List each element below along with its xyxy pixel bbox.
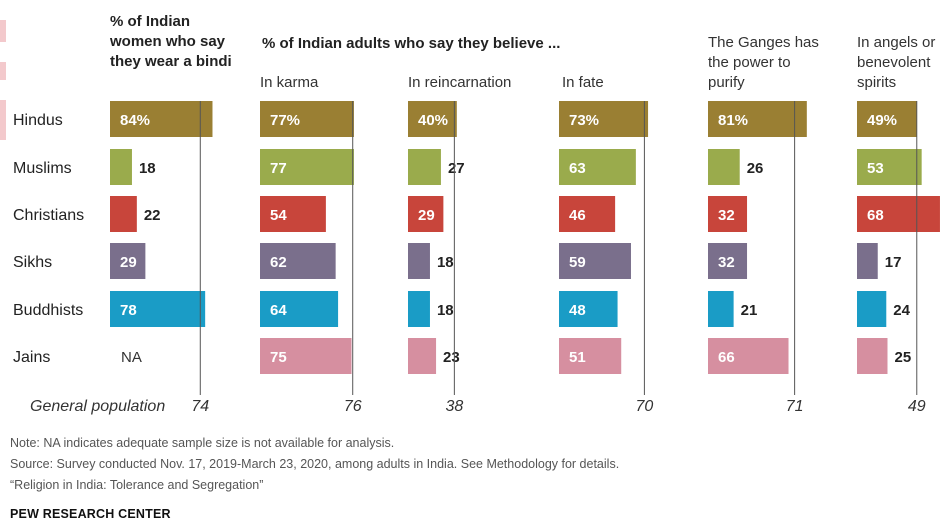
- bar-0-3: [110, 243, 146, 279]
- bar-value-label-5-2: 68: [867, 207, 884, 224]
- bar-1-1: [260, 149, 354, 185]
- bar-2-5: [408, 338, 437, 374]
- bar-value-label-2-0: 40%: [418, 112, 448, 129]
- bar-1-3: [260, 243, 336, 279]
- bar-value-label-1-2: 54: [270, 207, 287, 224]
- bar-value-label-4-4: 21: [741, 302, 758, 319]
- column-header-karma: In karma: [260, 74, 319, 91]
- bar-value-label-4-0: 81%: [718, 112, 748, 129]
- bar-1-2: [260, 196, 326, 232]
- bar-3-5: [559, 338, 622, 374]
- bar-value-label-0-0: 84%: [120, 112, 150, 129]
- bar-0-1: [110, 149, 132, 185]
- bar-value-label-3-3: 59: [569, 254, 586, 271]
- chart-svg: Hindus Muslims Christians Sikhs Buddhists Jai…: [13, 101, 940, 415]
- bar-1-5: [260, 338, 352, 374]
- bar-value-label-0-1: 18: [139, 160, 156, 177]
- bar-5-3: [857, 243, 878, 279]
- bar-value-label-0-3: 29: [120, 254, 137, 271]
- bar-value-label-1-3: 62: [270, 254, 287, 271]
- bar-3-4: [559, 291, 618, 327]
- bar-label-na: NA: [121, 349, 142, 366]
- column-header-angels: In angels or benevolent spirits: [857, 34, 936, 91]
- bar-0-4: [110, 291, 206, 327]
- bar-5-4: [857, 291, 887, 327]
- brand-logo-text: PEW RESEARCH CENTER: [10, 507, 171, 521]
- column-header-ganges: The Ganges has the power to purify: [708, 34, 819, 91]
- general-population-value-5: 49: [908, 398, 926, 415]
- bar-5-1: [857, 149, 922, 185]
- bar-3-3: [559, 243, 631, 279]
- general-population-value-0: 74: [191, 398, 209, 415]
- bar-2-3: [408, 243, 430, 279]
- bar-value-label-1-0: 77%: [270, 112, 300, 129]
- report-title: “Religion in India: Tolerance and Segreg…: [10, 478, 264, 492]
- general-population-value-4: 71: [786, 398, 804, 415]
- left-edge-accent-1: [0, 20, 6, 42]
- general-population-value-2: 38: [445, 398, 463, 415]
- bar-value-label-3-4: 48: [569, 302, 586, 319]
- bar-2-1: [408, 149, 441, 185]
- bar-value-label-1-5: 75: [270, 349, 287, 366]
- bar-2-0: [408, 101, 457, 137]
- bar-3-2: [559, 196, 616, 232]
- bar-value-label-2-5: 23: [443, 349, 460, 366]
- bar-1-0: [260, 101, 354, 137]
- group-header: % of Indian adults who say they believe …: [262, 35, 561, 52]
- bar-value-label-3-0: 73%: [569, 112, 599, 129]
- bar-5-0: [857, 101, 917, 137]
- bar-value-label-4-2: 32: [718, 207, 735, 224]
- row-label-sikhs: Sikhs: [13, 254, 52, 271]
- row-label-muslims: Muslims: [13, 160, 72, 177]
- bar-value-label-5-5: 25: [895, 349, 912, 366]
- bar-value-label-2-3: 18: [437, 254, 454, 271]
- bar-value-label-4-1: 26: [747, 160, 764, 177]
- bar-value-label-2-2: 29: [418, 207, 435, 224]
- left-edge-accent-2: [0, 62, 6, 80]
- row-label-hindus: Hindus: [13, 112, 63, 129]
- bar-value-label-5-1: 53: [867, 160, 884, 177]
- bar-value-label-0-4: 78: [120, 302, 137, 319]
- bar-3-1: [559, 149, 636, 185]
- bar-value-label-1-4: 64: [270, 302, 287, 319]
- general-population-value-3: 70: [636, 398, 654, 415]
- general-population-label: General population: [30, 398, 165, 415]
- column-header-fate: In fate: [562, 74, 604, 91]
- bar-value-label-5-0: 49%: [867, 112, 897, 129]
- left-edge-accent-3: [0, 100, 6, 140]
- row-label-buddhists: Buddhists: [13, 302, 83, 319]
- general-population-value-1: 76: [344, 398, 362, 415]
- row-label-christians: Christians: [13, 207, 84, 224]
- bar-3-0: [559, 101, 649, 137]
- bar-value-label-1-1: 77: [270, 160, 287, 177]
- column-header-bindi: % of Indian women who say they wear a bi…: [110, 13, 232, 70]
- bar-value-label-2-1: 27: [448, 160, 465, 177]
- row-label-jains: Jains: [13, 349, 50, 366]
- bar-value-label-2-4: 18: [437, 302, 454, 319]
- bar-4-5: [708, 338, 789, 374]
- bar-4-0: [708, 101, 807, 137]
- bar-value-label-0-2: 22: [144, 207, 161, 224]
- bar-5-5: [857, 338, 888, 374]
- bar-4-3: [708, 243, 748, 279]
- bar-4-2: [708, 196, 748, 232]
- source-text: Source: Survey conducted Nov. 17, 2019-M…: [10, 457, 620, 471]
- bar-4-1: [708, 149, 740, 185]
- bar-value-label-5-3: 17: [885, 254, 902, 271]
- bar-value-label-3-5: 51: [569, 349, 586, 366]
- bar-value-label-3-2: 46: [569, 207, 586, 224]
- bar-0-2: [110, 196, 137, 232]
- bar-value-label-3-1: 63: [569, 160, 586, 177]
- bar-value-label-4-5: 66: [718, 349, 735, 366]
- bar-value-label-4-3: 32: [718, 254, 735, 271]
- bar-5-2: [857, 196, 940, 232]
- bar-2-2: [408, 196, 444, 232]
- bar-0-0: [110, 101, 213, 137]
- bar-2-4: [408, 291, 430, 327]
- bar-4-4: [708, 291, 734, 327]
- column-header-reincarnation: In reincarnation: [408, 74, 512, 91]
- bar-value-label-5-4: 24: [893, 302, 910, 319]
- bar-1-4: [260, 291, 339, 327]
- note-text: Note: NA indicates adequate sample size …: [10, 436, 395, 450]
